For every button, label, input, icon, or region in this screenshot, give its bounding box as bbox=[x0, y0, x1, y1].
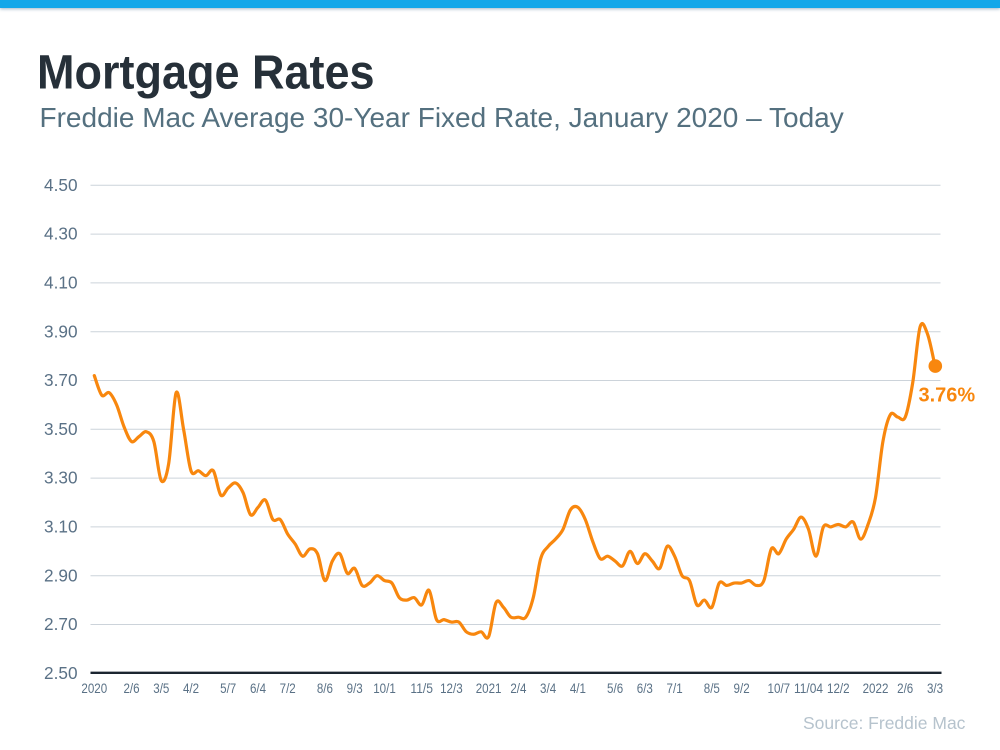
svg-text:8/5: 8/5 bbox=[704, 681, 720, 696]
svg-text:4.50: 4.50 bbox=[44, 175, 77, 195]
svg-text:9/3: 9/3 bbox=[347, 681, 363, 696]
svg-text:2021: 2021 bbox=[476, 681, 502, 696]
svg-text:7/2: 7/2 bbox=[280, 681, 296, 696]
svg-text:2020: 2020 bbox=[81, 681, 107, 696]
svg-text:2022: 2022 bbox=[863, 681, 889, 696]
svg-text:4/1: 4/1 bbox=[570, 681, 586, 696]
svg-text:10/1: 10/1 bbox=[373, 681, 396, 696]
svg-text:3.50: 3.50 bbox=[44, 419, 77, 439]
svg-text:11/5: 11/5 bbox=[410, 681, 433, 696]
svg-text:12/3: 12/3 bbox=[440, 681, 463, 696]
svg-text:2.90: 2.90 bbox=[44, 565, 77, 585]
svg-text:3/4: 3/4 bbox=[540, 681, 556, 696]
svg-text:2.50: 2.50 bbox=[44, 663, 77, 683]
svg-text:9/2: 9/2 bbox=[734, 681, 750, 696]
svg-text:6/4: 6/4 bbox=[250, 681, 266, 696]
svg-text:3.30: 3.30 bbox=[44, 468, 77, 488]
svg-text:4/2: 4/2 bbox=[183, 681, 199, 696]
svg-text:6/3: 6/3 bbox=[637, 681, 653, 696]
svg-text:2.70: 2.70 bbox=[44, 614, 77, 634]
svg-text:4.30: 4.30 bbox=[44, 224, 77, 244]
svg-text:12/2: 12/2 bbox=[827, 681, 850, 696]
svg-text:3.90: 3.90 bbox=[44, 321, 77, 341]
svg-text:11/04: 11/04 bbox=[794, 681, 823, 696]
svg-text:3/5: 3/5 bbox=[153, 681, 169, 696]
svg-text:2/6: 2/6 bbox=[123, 681, 139, 696]
svg-text:4.10: 4.10 bbox=[44, 273, 77, 293]
svg-text:10/7: 10/7 bbox=[768, 681, 791, 696]
svg-text:3/3: 3/3 bbox=[927, 681, 943, 696]
svg-text:5/6: 5/6 bbox=[607, 681, 623, 696]
svg-text:2/6: 2/6 bbox=[897, 681, 913, 696]
svg-text:5/7: 5/7 bbox=[220, 681, 236, 696]
svg-text:7/1: 7/1 bbox=[667, 681, 683, 696]
svg-text:3.70: 3.70 bbox=[44, 370, 77, 390]
svg-text:8/6: 8/6 bbox=[317, 681, 333, 696]
svg-text:2/4: 2/4 bbox=[510, 681, 526, 696]
svg-text:3.10: 3.10 bbox=[44, 517, 77, 537]
svg-text:3.76%: 3.76% bbox=[919, 385, 976, 407]
